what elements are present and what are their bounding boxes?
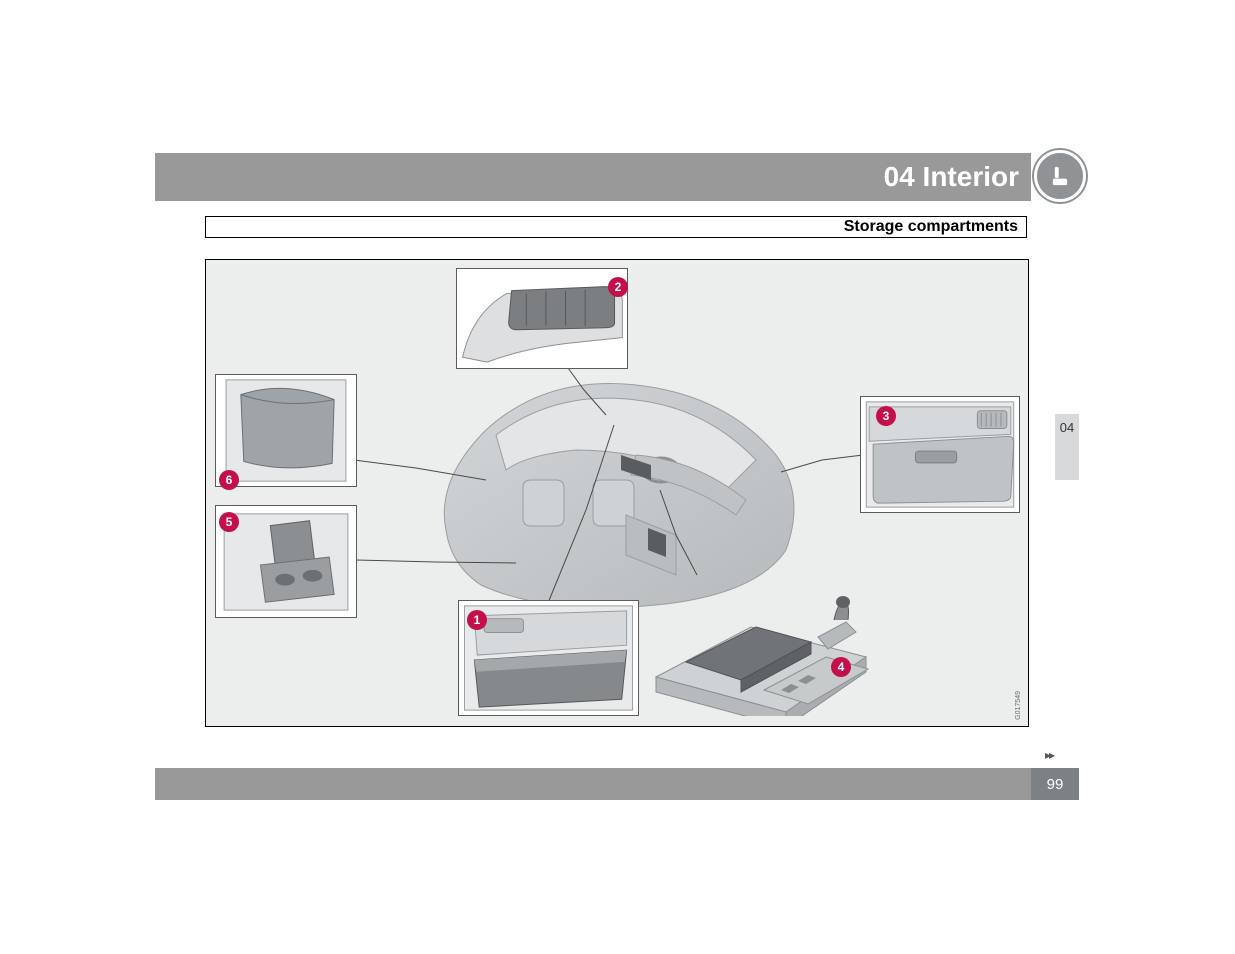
seat-icon bbox=[1034, 150, 1086, 202]
section-title: Storage compartments bbox=[844, 218, 1018, 236]
callout-badge-6-label: 6 bbox=[226, 473, 233, 487]
callout-badge-3: 3 bbox=[876, 406, 896, 426]
callout-center-console-storage bbox=[646, 572, 882, 716]
storage-compartments-diagram: 1 2 3 4 5 6 G017549 bbox=[205, 259, 1029, 727]
footer-bar bbox=[155, 768, 1031, 800]
callout-badge-2-label: 2 bbox=[615, 280, 622, 294]
image-reference-code: G017549 bbox=[1015, 691, 1022, 720]
callout-badge-4: 4 bbox=[831, 657, 851, 677]
page-number-box: 99 bbox=[1031, 768, 1079, 800]
section-title-box: Storage compartments bbox=[205, 216, 1027, 238]
chapter-title: 04 Interior bbox=[884, 161, 1019, 193]
callout-badge-5-label: 5 bbox=[226, 515, 233, 529]
callout-sun-visor-pocket bbox=[456, 268, 628, 369]
callout-badge-6: 6 bbox=[219, 470, 239, 490]
callout-seatback-pocket bbox=[215, 374, 357, 487]
chapter-thumb-label: 04 bbox=[1060, 420, 1074, 435]
callout-badge-1-label: 1 bbox=[474, 613, 481, 627]
continuation-marker: ▸▸ bbox=[1045, 748, 1053, 762]
callout-badge-4-label: 4 bbox=[838, 660, 845, 674]
callout-badge-1: 1 bbox=[467, 610, 487, 630]
callout-badge-5: 5 bbox=[219, 512, 239, 532]
callout-badge-3-label: 3 bbox=[883, 409, 890, 423]
page-number: 99 bbox=[1047, 776, 1064, 793]
chapter-header-bar: 04 Interior bbox=[155, 153, 1031, 201]
chapter-thumb-tab: 04 bbox=[1055, 414, 1079, 480]
callout-badge-2: 2 bbox=[608, 277, 628, 297]
